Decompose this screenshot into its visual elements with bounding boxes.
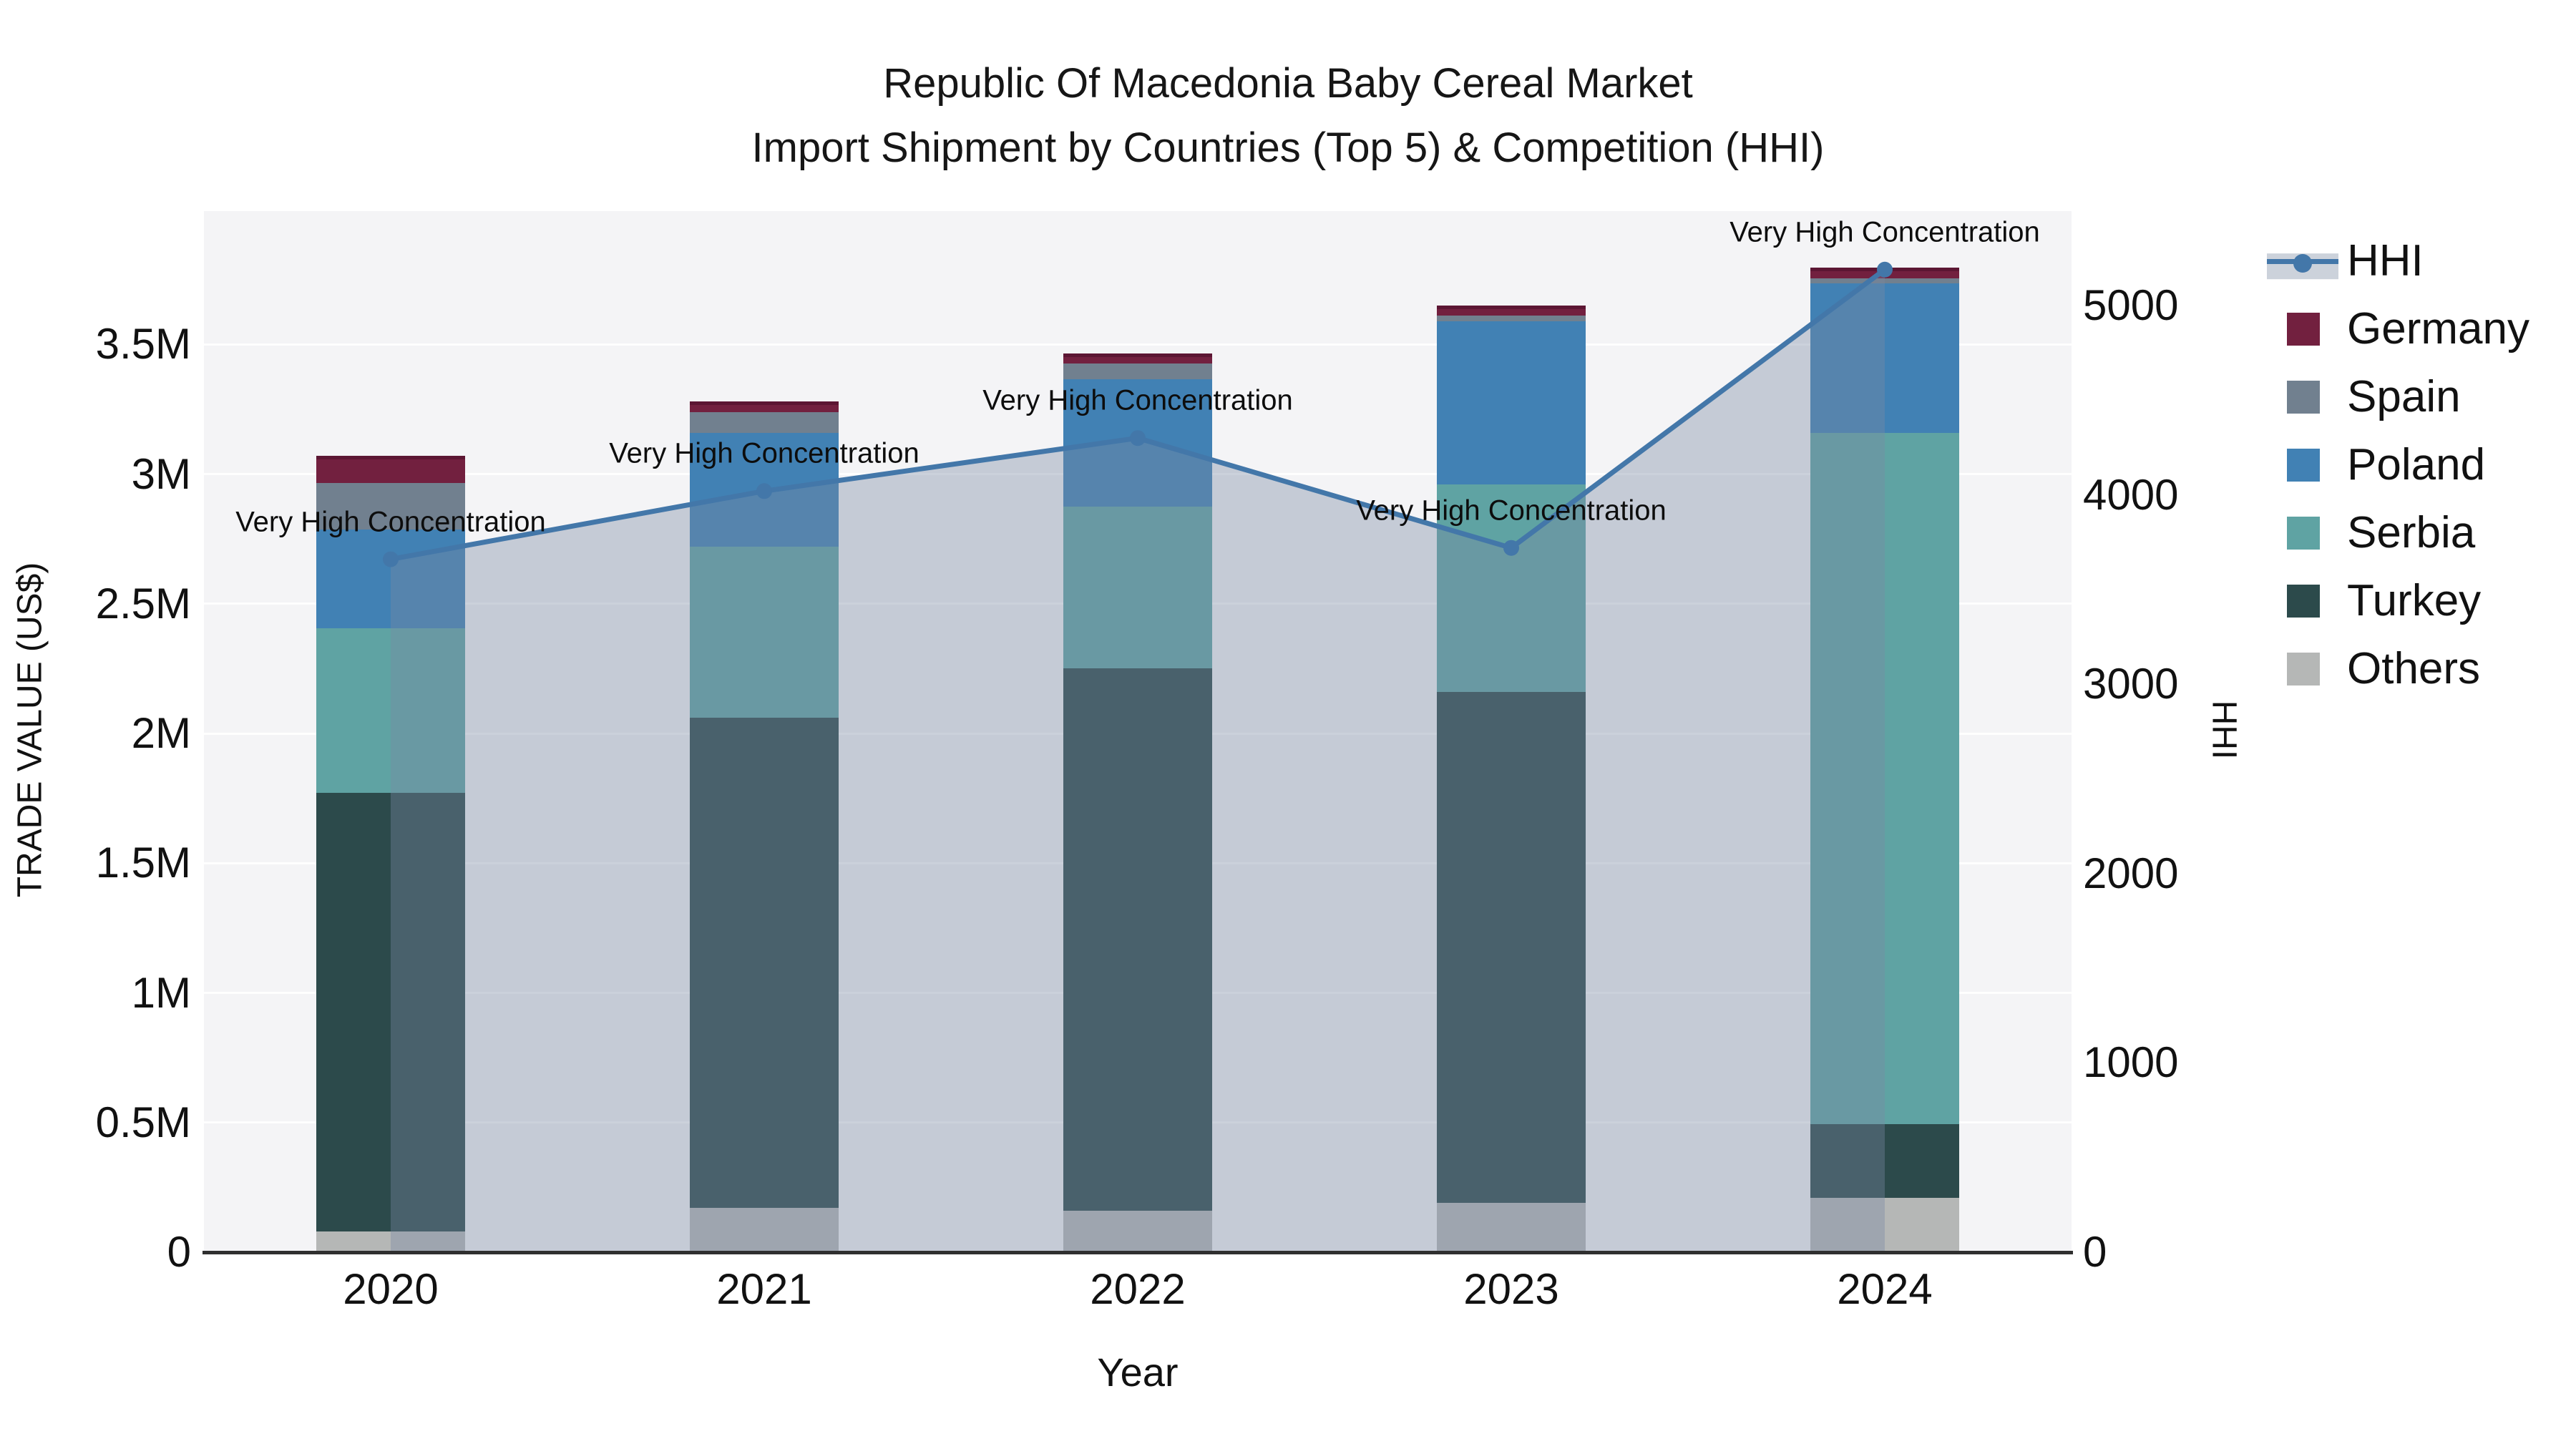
legend-label-serbia: Serbia [2347, 508, 2476, 557]
x-tick-2020: 2020 [343, 1265, 439, 1313]
serbia-legend-swatch [2287, 517, 2320, 550]
y-left-tick-2.5M: 2.5M [95, 579, 191, 628]
legend-label-others: Others [2347, 644, 2481, 693]
y-right-tick-2000: 2000 [2083, 849, 2179, 897]
legend-label-hhi: HHI [2347, 236, 2424, 286]
bar-segment-serbia-2020[interactable] [316, 628, 465, 794]
x-tick-2021: 2021 [716, 1265, 812, 1313]
bar-segment-turkey-2020[interactable] [316, 793, 465, 1231]
y-right-tick-3000: 3000 [2083, 660, 2179, 708]
bar-segment-serbia-2022[interactable] [1063, 506, 1212, 669]
annotation-2020: Very High Concentration [235, 506, 546, 538]
y-right-tick-1000: 1000 [2083, 1038, 2179, 1087]
chart-title-line1: Republic Of Macedonia Baby Cereal Market [883, 60, 1693, 107]
y-left-tick-2M: 2M [131, 709, 191, 757]
annotation-2024: Very High Concentration [1729, 216, 2040, 248]
bar-segment-germany-2024[interactable] [1810, 268, 1959, 278]
x-tick-2024: 2024 [1837, 1265, 1933, 1313]
bar-segment-germany-2023[interactable] [1437, 305, 1586, 316]
bar-segment-spain-2022[interactable] [1063, 364, 1212, 380]
chart-title: Republic Of Macedonia Baby Cereal Market… [0, 52, 2576, 180]
spain-legend-swatch [2287, 381, 2320, 414]
x-axis-title: Year [1097, 1350, 1179, 1395]
x-axis-line [203, 1251, 2073, 1254]
annotation-2022: Very High Concentration [982, 384, 1293, 416]
legend-label-spain: Spain [2347, 372, 2461, 421]
bar-segment-germany-2022[interactable] [1063, 353, 1212, 364]
legend-label-poland: Poland [2347, 440, 2486, 489]
chart-title-line2: Import Shipment by Countries (Top 5) & C… [751, 125, 1825, 171]
y-left-tick-3.5M: 3.5M [95, 320, 191, 369]
bar-segment-serbia-2021[interactable] [690, 547, 839, 718]
bar-segment-turkey-2022[interactable] [1063, 668, 1212, 1211]
bar-segment-turkey-2024[interactable] [1810, 1123, 1959, 1198]
bar-segment-others-2021[interactable] [690, 1208, 839, 1252]
annotation-2021: Very High Concentration [609, 437, 919, 469]
x-tick-2023: 2023 [1463, 1265, 1559, 1313]
y-right-tick-5000: 5000 [2083, 281, 2179, 329]
x-tick-2022: 2022 [1090, 1265, 1186, 1313]
bar-segment-poland-2020[interactable] [316, 530, 465, 629]
others-legend-swatch [2287, 653, 2320, 686]
legend-label-germany: Germany [2347, 304, 2529, 353]
gridline [204, 343, 2072, 346]
bar-segment-turkey-2023[interactable] [1437, 692, 1586, 1204]
y-left-tick-0: 0 [167, 1228, 191, 1276]
bar-segment-others-2023[interactable] [1437, 1203, 1586, 1252]
bar-segment-spain-2023[interactable] [1437, 316, 1586, 321]
y-right-tick-4000: 4000 [2083, 470, 2179, 519]
hhi-legend-sample-marker [2293, 254, 2312, 273]
legend-label-turkey: Turkey [2347, 576, 2482, 625]
y-left-tick-3M: 3M [131, 449, 191, 498]
bar-segment-poland-2024[interactable] [1810, 283, 1959, 433]
turkey-legend-swatch [2287, 585, 2320, 618]
y-axis-title-right: HHI [2205, 700, 2243, 760]
bar-segment-germany-2021[interactable] [690, 401, 839, 412]
y-left-tick-0.5M: 0.5M [95, 1098, 191, 1146]
poland-legend-swatch [2287, 449, 2320, 482]
bar-segment-germany-2020[interactable] [316, 456, 465, 484]
bar-segment-serbia-2024[interactable] [1810, 432, 1959, 1124]
y-axis-title-left: TRADE VALUE (US$) [11, 562, 49, 898]
y-left-tick-1.5M: 1.5M [95, 839, 191, 887]
bar-segment-turkey-2021[interactable] [690, 718, 839, 1209]
germany-legend-swatch [2287, 313, 2320, 346]
bar-segment-others-2022[interactable] [1063, 1211, 1212, 1252]
y-left-tick-1M: 1M [131, 968, 191, 1017]
bar-segment-others-2020[interactable] [316, 1231, 465, 1252]
y-right-tick-0: 0 [2083, 1228, 2107, 1276]
bar-segment-others-2024[interactable] [1810, 1197, 1959, 1252]
annotation-2023: Very High Concentration [1356, 494, 1667, 527]
bar-segment-spain-2021[interactable] [690, 411, 839, 433]
bar-segment-poland-2023[interactable] [1437, 321, 1586, 484]
bar-segment-spain-2024[interactable] [1810, 278, 1959, 284]
